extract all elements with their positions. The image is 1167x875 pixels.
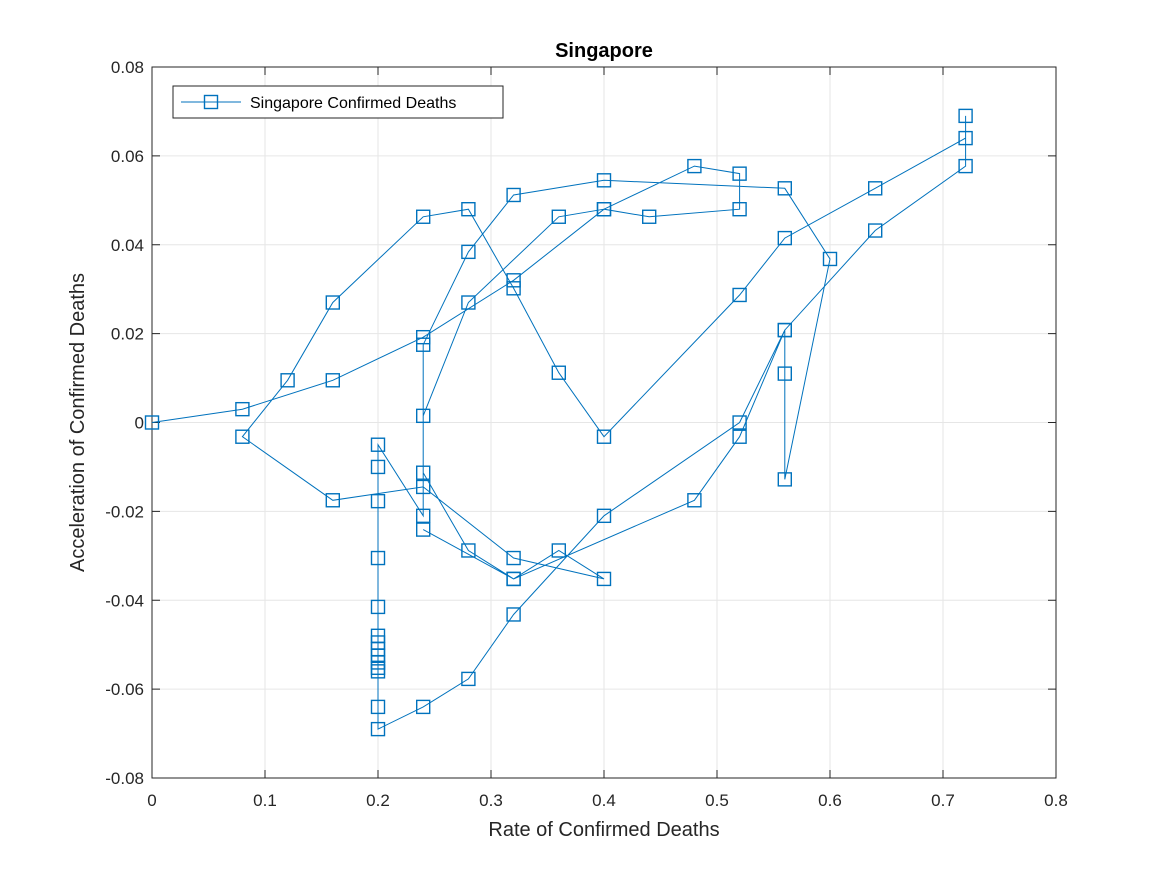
data-point [416, 465, 431, 480]
data-point [506, 550, 521, 566]
data-point [416, 508, 431, 524]
data-point [370, 550, 386, 566]
data-point [777, 472, 792, 487]
data-point [687, 158, 702, 174]
y-tick-label: -0.06 [105, 680, 144, 699]
data-point [777, 181, 792, 196]
data-point [551, 365, 566, 380]
data-point [325, 373, 340, 388]
data-point [596, 429, 612, 444]
data-point [777, 366, 792, 381]
data-point [416, 479, 431, 495]
data-point [551, 543, 566, 558]
data-point [461, 244, 476, 260]
data-point [416, 408, 431, 424]
legend-marker [203, 94, 219, 110]
chart-title: Singapore [555, 40, 653, 62]
x-tick-label: 0.5 [705, 791, 729, 810]
data-point [461, 295, 476, 310]
data-point [596, 173, 612, 188]
data-point [370, 721, 386, 737]
x-axis-label: Rate of Confirmed Deaths [488, 819, 719, 841]
data-point [958, 158, 973, 174]
data-point [506, 571, 521, 587]
data-point [325, 295, 340, 310]
data-point [144, 415, 160, 430]
data-point [235, 429, 250, 444]
data-point [506, 607, 521, 622]
data-point [732, 415, 747, 430]
data-point [461, 671, 476, 687]
data-point [370, 664, 386, 679]
data-point [370, 599, 386, 615]
ticks: 0 0.1 0.2 0.3 0.4 0.5 0.6 0.7 0.8 -0.08 -0.06 -0.04… [105, 58, 1068, 810]
data-point [461, 543, 476, 558]
data-point [596, 201, 612, 217]
data-point [732, 201, 747, 217]
x-tick-label: 0 [147, 791, 156, 810]
data-point [822, 251, 838, 267]
data-point [506, 273, 521, 288]
data-point [732, 429, 747, 444]
data-point [506, 187, 521, 203]
data-point [370, 493, 386, 509]
data-point [416, 522, 431, 537]
y-tick-label: 0.08 [111, 58, 144, 77]
data-point [687, 493, 702, 508]
data-point [551, 209, 566, 224]
y-tick-label: 0.06 [111, 147, 144, 166]
data-point [868, 223, 883, 238]
x-tick-label: 0.7 [931, 791, 955, 810]
data-point [506, 281, 521, 296]
data-point [958, 108, 973, 124]
y-tick-label: 0.04 [111, 236, 144, 255]
data-point [370, 699, 386, 715]
data-point [416, 209, 431, 224]
legend-entry-label: Singapore Confirmed Deaths [250, 95, 456, 112]
data-point [370, 459, 386, 475]
x-tick-label: 0.2 [366, 791, 390, 810]
y-tick-label: 0 [135, 414, 144, 433]
data-point [235, 401, 250, 417]
x-tick-label: 0.6 [818, 791, 842, 810]
data-point [596, 508, 612, 524]
x-tick-label: 0.3 [479, 791, 503, 810]
data-point [868, 181, 883, 196]
data-point [416, 699, 431, 715]
data-point [777, 230, 792, 246]
data-point [416, 329, 431, 345]
data-point [777, 322, 792, 338]
x-tick-label: 0.1 [253, 791, 277, 810]
y-tick-label: 0.02 [111, 325, 144, 344]
data-point [280, 373, 295, 388]
data-point [958, 130, 973, 146]
y-tick-label: -0.02 [105, 502, 144, 521]
y-tick-label: -0.08 [105, 769, 144, 788]
data-point [732, 287, 747, 303]
x-tick-label: 0.8 [1044, 791, 1068, 810]
data-point [596, 571, 612, 587]
data-point [642, 209, 657, 224]
data-point [325, 493, 340, 508]
data-point [370, 437, 386, 452]
series-line [151, 115, 967, 730]
data-point [416, 337, 431, 352]
y-axis-label: Acceleration of Confirmed Deaths [67, 273, 89, 572]
data-point [732, 166, 747, 181]
x-tick-label: 0.4 [592, 791, 616, 810]
data-point [461, 201, 476, 217]
legend: Singapore Confirmed Deaths [172, 85, 504, 119]
series [144, 108, 973, 737]
y-tick-label: -0.04 [105, 591, 144, 610]
